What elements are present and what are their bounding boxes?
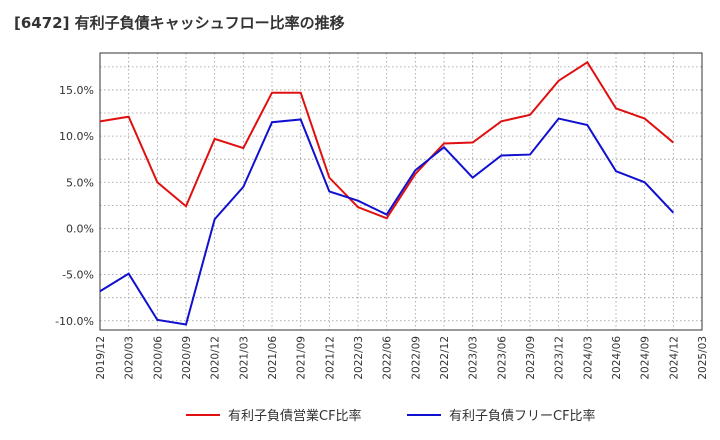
x-tick-label: 2022/03 xyxy=(353,336,365,380)
legend-label: 有利子負債フリーCF比率 xyxy=(449,409,596,424)
series-lines xyxy=(99,60,675,326)
series-line-operating-cf xyxy=(99,60,674,220)
y-axis-ticks: -10.0% -5.0% 0.0% 5.0% 10.0% 15.0% xyxy=(55,84,94,328)
x-tick-label: 2020/06 xyxy=(152,336,164,380)
y-tick-label: -10.0% xyxy=(55,315,94,328)
x-tick-label: 2021/03 xyxy=(238,336,250,380)
y-tick-label: 10.0% xyxy=(59,130,94,143)
x-tick-label: 2023/09 xyxy=(525,336,537,380)
legend-swatch-blue xyxy=(407,413,441,416)
legend-item-free-cf: 有利子負債フリーCF比率 xyxy=(407,405,596,424)
legend-label: 有利子負債営業CF比率 xyxy=(228,409,362,424)
x-tick-label: 2020/09 xyxy=(181,336,193,380)
x-tick-label: 2020/03 xyxy=(124,336,136,380)
x-tick-label: 2025/03 xyxy=(697,336,709,380)
y-tick-label: 5.0% xyxy=(66,176,94,189)
x-tick-label: 2023/12 xyxy=(554,336,566,380)
x-tick-label: 2021/12 xyxy=(324,336,336,380)
plot-area-frame xyxy=(99,52,703,331)
y-tick-label: -5.0% xyxy=(62,269,94,282)
x-axis-ticks: 2019/12 2020/03 2020/06 2020/09 2020/12 2021/… xyxy=(95,336,709,380)
x-tick-label: 2022/06 xyxy=(382,336,394,380)
x-tick-label: 2021/09 xyxy=(296,336,308,380)
x-tick-label: 2024/12 xyxy=(668,336,680,380)
x-tick-label: 2024/03 xyxy=(582,336,594,380)
chart-title: [6472] 有利子負債キャッシュフロー比率の推移 xyxy=(14,14,345,32)
y-tick-label: 15.0% xyxy=(59,84,94,97)
legend-swatch-red xyxy=(186,413,220,416)
x-tick-label: 2023/03 xyxy=(468,336,480,380)
x-tick-label: 2022/09 xyxy=(410,336,422,380)
x-tick-label: 2022/12 xyxy=(439,336,451,380)
x-tick-label: 2020/12 xyxy=(210,336,222,380)
legend: 有利子負債営業CF比率 有利子負債フリーCF比率 xyxy=(0,405,720,427)
x-tick-label: 2024/06 xyxy=(611,336,623,380)
x-tick-label: 2024/09 xyxy=(640,336,652,380)
series-line-free-cf xyxy=(99,117,675,326)
x-tick-label: 2019/12 xyxy=(95,336,107,380)
legend-item-operating-cf: 有利子負債営業CF比率 xyxy=(186,405,362,424)
y-tick-label: 0.0% xyxy=(66,222,94,235)
x-tick-label: 2021/06 xyxy=(267,336,279,380)
x-tick-label: 2023/06 xyxy=(496,336,508,380)
